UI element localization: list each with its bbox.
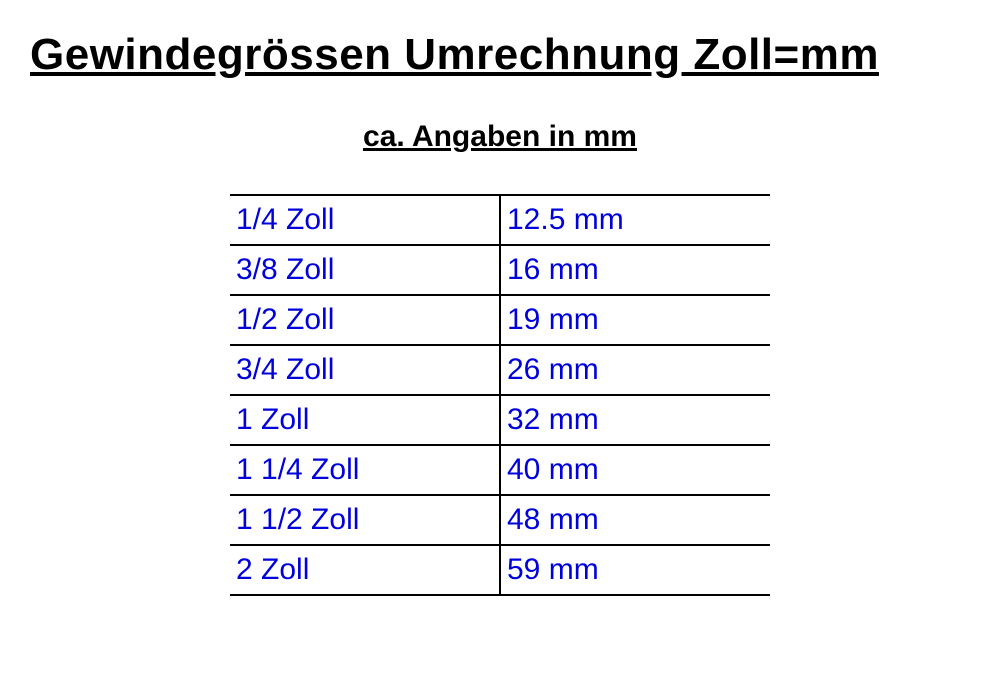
table-row: 1 1/4 Zoll 40 mm: [230, 445, 770, 495]
table-body: 1/4 Zoll 12.5 mm 3/8 Zoll 16 mm 1/2 Zoll…: [230, 195, 770, 595]
cell-mm: 48 mm: [500, 495, 770, 545]
cell-zoll: 3/4 Zoll: [230, 345, 500, 395]
table-row: 3/4 Zoll 26 mm: [230, 345, 770, 395]
cell-zoll: 1 Zoll: [230, 395, 500, 445]
cell-zoll: 1/2 Zoll: [230, 295, 500, 345]
table-row: 1 Zoll 32 mm: [230, 395, 770, 445]
table-wrapper: 1/4 Zoll 12.5 mm 3/8 Zoll 16 mm 1/2 Zoll…: [30, 194, 970, 596]
cell-mm: 16 mm: [500, 245, 770, 295]
table-row: 2 Zoll 59 mm: [230, 545, 770, 595]
cell-zoll: 2 Zoll: [230, 545, 500, 595]
cell-zoll: 1/4 Zoll: [230, 195, 500, 245]
cell-zoll: 3/8 Zoll: [230, 245, 500, 295]
cell-mm: 12.5 mm: [500, 195, 770, 245]
cell-mm: 26 mm: [500, 345, 770, 395]
table-row: 3/8 Zoll 16 mm: [230, 245, 770, 295]
page-subtitle: ca. Angaben in mm: [30, 120, 970, 154]
table-row: 1/2 Zoll 19 mm: [230, 295, 770, 345]
cell-mm: 19 mm: [500, 295, 770, 345]
table-row: 1/4 Zoll 12.5 mm: [230, 195, 770, 245]
table-row: 1 1/2 Zoll 48 mm: [230, 495, 770, 545]
page-container: Gewindegrössen Umrechnung Zoll=mm ca. An…: [0, 0, 1000, 596]
page-title: Gewindegrössen Umrechnung Zoll=mm: [30, 30, 970, 80]
conversion-table: 1/4 Zoll 12.5 mm 3/8 Zoll 16 mm 1/2 Zoll…: [230, 194, 770, 596]
cell-zoll: 1 1/2 Zoll: [230, 495, 500, 545]
cell-mm: 40 mm: [500, 445, 770, 495]
cell-mm: 59 mm: [500, 545, 770, 595]
cell-mm: 32 mm: [500, 395, 770, 445]
cell-zoll: 1 1/4 Zoll: [230, 445, 500, 495]
